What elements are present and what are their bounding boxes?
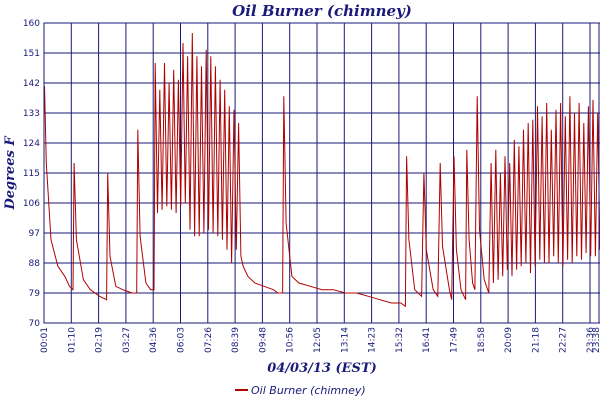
y-tick-label: 151	[23, 49, 40, 59]
plot-frame	[43, 22, 600, 324]
y-tick-label: 70	[29, 319, 41, 329]
chart-title: Oil Burner (chimney)	[232, 2, 412, 20]
x-tick-label: 16:41	[422, 327, 432, 353]
legend-label: Oil Burner (chimney)	[251, 384, 366, 397]
x-tick-label: 13:14	[340, 327, 350, 353]
x-tick-label: 03:27	[122, 327, 132, 353]
legend: Oil Burner (chimney)	[235, 384, 366, 397]
y-tick-label: 106	[23, 199, 40, 209]
x-axis-ticks: 00:01 01:10 02:19 03:27 04:36 06:03 07:26 08:39…	[40, 327, 600, 353]
y-axis-ticks: 70 79 88 97 106 115 124 133 142 151 160	[23, 19, 40, 329]
x-tick-label: 23:36	[586, 327, 596, 353]
y-tick-label: 133	[23, 109, 40, 119]
x-tick-label: 20:09	[504, 327, 514, 353]
x-tick-label: 07:26	[204, 327, 214, 353]
x-tick-label: 21:18	[531, 327, 541, 353]
y-tick-label: 115	[23, 169, 40, 179]
x-tick-label: 17:49	[450, 327, 460, 353]
y-axis-label: Degrees F	[3, 136, 18, 211]
series-line	[44, 32, 600, 308]
x-tick-label: 00:01	[40, 327, 50, 353]
x-tick-label: 15:32	[395, 327, 405, 353]
y-tick-label: 88	[29, 259, 41, 269]
series-layer	[44, 32, 600, 308]
y-tick-label: 160	[23, 19, 40, 29]
x-tick-label: 23:38	[592, 327, 600, 353]
x-tick-label: 09:48	[258, 327, 268, 353]
x-tick-label: 22:27	[559, 327, 569, 353]
y-tick-label: 142	[23, 79, 40, 89]
y-tick-label: 124	[23, 139, 40, 149]
x-tick-label: 10:56	[286, 327, 296, 353]
grid	[43, 22, 600, 324]
y-tick-label: 97	[29, 229, 40, 239]
x-tick-label: 06:03	[177, 327, 187, 353]
x-tick-label: 14:23	[368, 327, 378, 353]
x-tick-label: 12:05	[313, 327, 323, 353]
x-tick-label: 08:39	[231, 327, 241, 353]
x-tick-label: 01:10	[67, 327, 77, 353]
y-tick-label: 79	[29, 289, 41, 299]
x-axis-label: 04/03/13 (EST)	[267, 361, 377, 376]
x-tick-label: 04:36	[149, 327, 159, 353]
x-tick-label: 18:58	[477, 327, 487, 353]
x-tick-label: 02:19	[95, 327, 105, 353]
